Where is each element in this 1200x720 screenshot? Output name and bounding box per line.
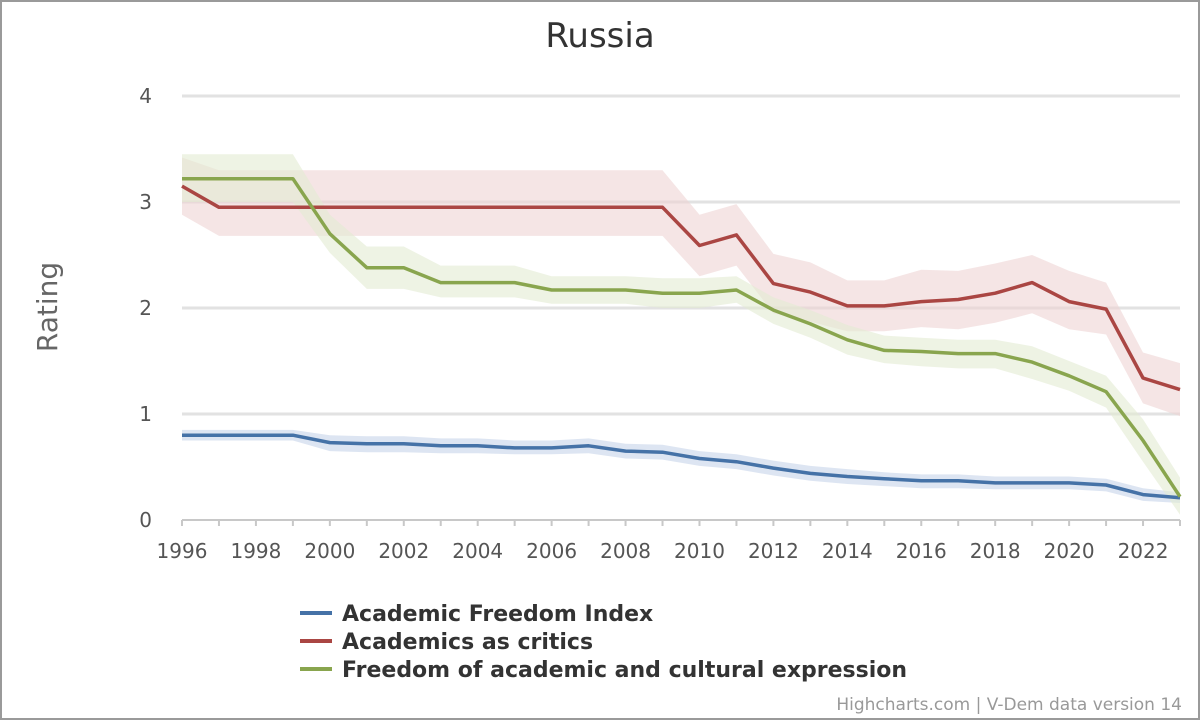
legend-label: Academics as critics <box>342 630 593 655</box>
confidence-bands <box>182 154 1180 515</box>
x-tick-label: 1996 <box>157 539 208 563</box>
series-line-3[interactable] <box>182 176 1182 498</box>
x-tick-label: 2020 <box>1044 539 1095 563</box>
legend-item-1[interactable]: Academic Freedom Index <box>300 602 653 627</box>
x-tick-label: 2008 <box>600 539 651 563</box>
chart-title: Russia <box>545 16 654 56</box>
series-lines <box>181 176 1182 500</box>
y-axis-label: Rating <box>31 262 64 352</box>
x-axis: 1996 1998 2000 2002 2004 2006 2008 2010 2012 2014… <box>157 519 1181 563</box>
credits[interactable]: Highcharts.com | V-Dem data version 14 <box>836 695 1182 715</box>
x-tick-label: 2010 <box>674 539 725 563</box>
x-tick-label: 2022 <box>1118 539 1169 563</box>
x-tick-label: 2012 <box>748 539 799 563</box>
legend[interactable]: Academic Freedom Index Academics as criti… <box>300 602 907 683</box>
x-tick-label: 2002 <box>378 539 429 563</box>
y-tick-label: 3 <box>139 190 152 214</box>
series-line-2[interactable] <box>181 184 1181 392</box>
y-tick-label: 1 <box>139 402 152 426</box>
y-tick-label: 0 <box>139 508 152 532</box>
confidence-band-1 <box>182 429 1180 503</box>
legend-label: Freedom of academic and cultural express… <box>342 658 907 683</box>
series-line-1[interactable] <box>182 433 1181 500</box>
legend-label: Academic Freedom Index <box>342 602 653 627</box>
y-tick-label: 2 <box>139 296 152 320</box>
x-tick-label: 2014 <box>822 539 873 563</box>
x-tick-label: 2018 <box>970 539 1021 563</box>
x-tick-label: 2016 <box>896 539 947 563</box>
confidence-band-2 <box>182 157 1180 417</box>
legend-item-2[interactable]: Academics as critics <box>300 630 593 655</box>
legend-item-3[interactable]: Freedom of academic and cultural express… <box>300 658 907 683</box>
x-tick-label: 2006 <box>526 539 577 563</box>
confidence-band-3 <box>182 154 1180 515</box>
y-tick-label: 4 <box>139 84 152 108</box>
x-tick-label: 2004 <box>452 539 503 563</box>
x-tick-label: 2000 <box>304 539 355 563</box>
x-tick-label: 1998 <box>230 539 281 563</box>
